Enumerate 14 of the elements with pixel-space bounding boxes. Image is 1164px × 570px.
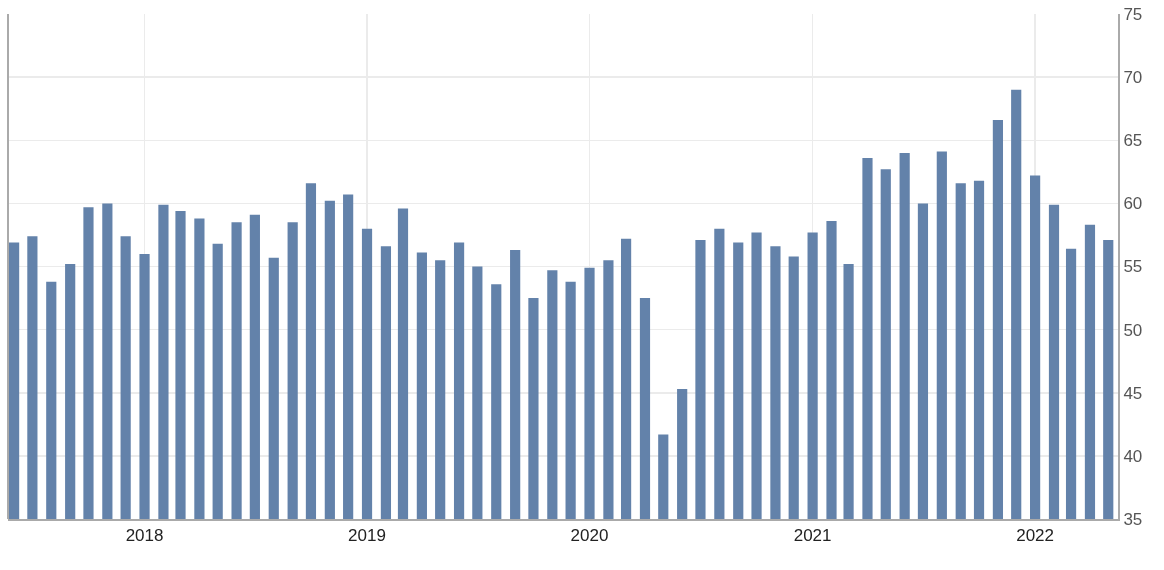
y-tick-label: 55 <box>1123 257 1143 277</box>
y-tick-label: 70 <box>1123 68 1143 88</box>
y-tick-label: 35 <box>1123 509 1143 529</box>
y-tick-label: 45 <box>1123 383 1143 403</box>
y-tick-label: 50 <box>1123 320 1143 340</box>
x-tick-label: 2020 <box>570 526 609 546</box>
x-tick-label: 2022 <box>1016 526 1055 546</box>
y-tick-label: 65 <box>1123 131 1143 151</box>
x-tick-label: 2018 <box>125 526 164 546</box>
y-tick-label: 40 <box>1123 446 1143 466</box>
y-tick-label: 75 <box>1123 4 1143 24</box>
y-tick-label: 60 <box>1123 194 1143 214</box>
x-tick-label: 2019 <box>348 526 386 546</box>
x-tick-label: 2021 <box>793 526 832 546</box>
